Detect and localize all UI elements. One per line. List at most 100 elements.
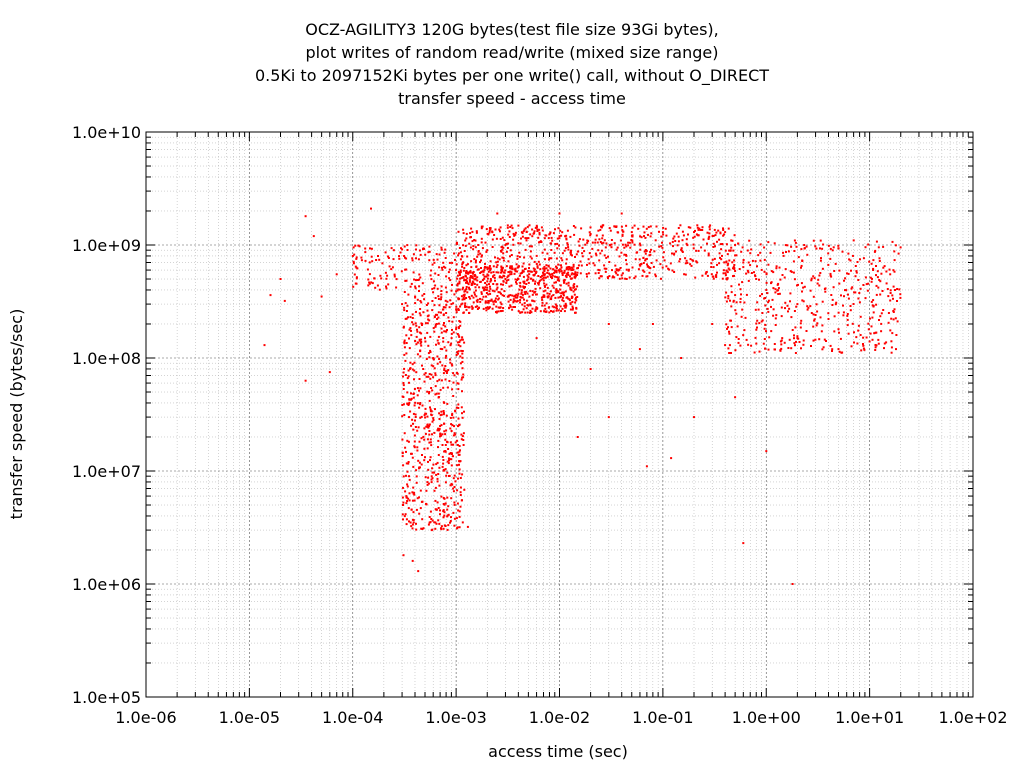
data-point	[880, 322, 883, 325]
data-point	[471, 306, 474, 309]
data-point	[455, 243, 458, 245]
data-point	[792, 271, 795, 274]
data-point	[866, 289, 869, 292]
data-point	[754, 274, 756, 277]
data-point	[400, 247, 402, 250]
data-point	[472, 281, 475, 284]
data-point	[521, 235, 524, 238]
data-point	[513, 268, 516, 271]
data-point	[812, 325, 815, 328]
data-point	[894, 289, 896, 291]
data-point	[481, 254, 483, 257]
data-point	[537, 236, 540, 239]
data-point	[406, 377, 409, 380]
data-point	[457, 254, 460, 257]
data-point	[568, 266, 571, 269]
data-point	[402, 475, 405, 478]
data-point	[821, 300, 824, 303]
data-point	[458, 510, 461, 513]
data-point	[767, 299, 770, 302]
data-point	[647, 226, 650, 229]
data-point	[462, 439, 465, 441]
data-point	[459, 251, 462, 254]
data-point	[490, 279, 493, 282]
data-point	[443, 401, 446, 404]
data-point	[489, 285, 491, 288]
data-point	[502, 307, 505, 309]
data-point	[409, 316, 412, 319]
data-point	[615, 248, 618, 251]
data-point	[858, 301, 861, 304]
data-point	[465, 270, 468, 272]
data-point	[596, 241, 599, 244]
data-point	[627, 244, 630, 247]
data-point	[435, 522, 438, 525]
data-point	[574, 298, 577, 301]
data-point	[403, 515, 406, 518]
data-point	[642, 225, 645, 228]
data-point	[447, 369, 450, 371]
data-point	[457, 425, 459, 428]
data-point	[408, 475, 410, 478]
data-point	[406, 485, 409, 488]
data-point	[424, 412, 427, 415]
data-point	[456, 527, 458, 530]
data-point	[533, 260, 536, 263]
data-point	[779, 349, 782, 352]
data-point	[665, 234, 668, 237]
data-point	[536, 265, 539, 268]
data-point	[442, 261, 445, 264]
data-point	[535, 263, 538, 265]
data-point	[702, 238, 705, 241]
data-point	[697, 228, 700, 231]
data-point	[445, 330, 448, 333]
data-point	[491, 289, 494, 292]
data-point	[881, 290, 884, 292]
data-point	[529, 250, 532, 253]
data-point	[501, 248, 504, 251]
data-point	[455, 328, 458, 331]
data-point	[495, 237, 498, 240]
data-point	[712, 234, 715, 237]
data-point	[774, 348, 776, 351]
data-point	[572, 286, 575, 289]
data-point	[480, 255, 483, 258]
data-point	[782, 251, 784, 254]
data-point	[749, 264, 752, 267]
data-point	[504, 244, 507, 246]
data-point	[516, 257, 519, 260]
data-point	[460, 433, 463, 436]
data-point	[779, 340, 782, 343]
data-point	[787, 250, 790, 253]
data-point	[460, 438, 463, 441]
data-point	[430, 387, 433, 389]
data-point	[449, 427, 452, 430]
data-point	[533, 300, 536, 303]
data-point	[328, 371, 331, 374]
data-point	[687, 233, 689, 236]
data-point	[891, 332, 894, 335]
data-point	[424, 337, 426, 340]
data-point	[731, 261, 734, 264]
data-point	[646, 265, 649, 268]
data-point	[865, 336, 868, 339]
data-point	[485, 275, 488, 278]
data-point	[446, 528, 449, 531]
data-point	[460, 349, 463, 352]
data-point	[424, 372, 427, 375]
data-point	[484, 300, 487, 303]
data-point	[387, 257, 390, 259]
data-point	[730, 352, 732, 354]
data-point	[468, 280, 471, 283]
data-point	[442, 372, 445, 375]
data-point	[457, 509, 460, 512]
data-point	[789, 270, 792, 273]
data-point	[689, 226, 692, 229]
data-point	[443, 367, 446, 370]
data-point	[420, 437, 423, 440]
data-point	[456, 439, 459, 442]
data-point	[539, 310, 542, 313]
data-point	[775, 267, 778, 270]
data-point	[530, 245, 533, 248]
data-point	[790, 347, 793, 350]
